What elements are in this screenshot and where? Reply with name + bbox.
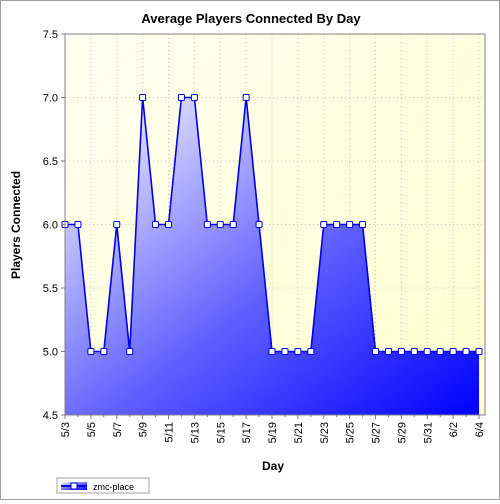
data-point <box>242 94 250 101</box>
marker-layer <box>61 94 483 355</box>
data-point <box>384 348 392 355</box>
data-point <box>203 221 211 228</box>
x-tick-label: 5/7 <box>112 422 124 437</box>
data-point <box>346 221 354 228</box>
data-point <box>397 348 405 355</box>
x-tick-label: 5/13 <box>189 422 201 443</box>
x-tick-label: 5/23 <box>319 422 331 443</box>
data-point <box>139 94 147 101</box>
data-point <box>449 348 457 355</box>
x-tick-label: 5/29 <box>396 422 408 443</box>
data-point <box>281 348 289 355</box>
x-tick-label: 6/4 <box>474 422 486 437</box>
x-tick-label: 5/17 <box>241 422 253 443</box>
data-point <box>216 221 224 228</box>
series-area <box>65 97 479 415</box>
data-point <box>190 94 198 101</box>
y-tick-label: 7.5 <box>43 29 58 41</box>
data-point <box>229 221 237 228</box>
y-tick-label: 6.5 <box>43 156 58 168</box>
legend: zmc-place <box>56 477 150 494</box>
data-point <box>255 221 263 228</box>
x-tick-label: 5/5 <box>86 422 98 437</box>
x-tick-label: 5/3 <box>60 422 72 437</box>
x-tick-label: 5/19 <box>267 422 279 443</box>
data-point <box>462 348 470 355</box>
data-point <box>100 348 108 355</box>
data-point <box>372 348 379 355</box>
data-point <box>436 348 444 355</box>
data-point <box>410 348 418 355</box>
data-point <box>165 221 172 228</box>
x-axis-ticks: 5/3 5/5 5/7 5/9 5/11 5/13 5/15 5/17 5/19 5/21 5/23… <box>60 415 486 443</box>
x-tick-label: 5/15 <box>215 422 227 443</box>
data-point <box>359 221 367 228</box>
data-point <box>475 348 483 355</box>
data-point <box>126 348 134 355</box>
legend-marker <box>70 482 78 490</box>
x-tick-label: 6/2 <box>448 422 460 437</box>
data-point <box>268 348 276 355</box>
y-tick-label: 6.0 <box>43 220 58 232</box>
data-point <box>74 221 82 228</box>
data-point <box>333 221 341 228</box>
y-axis-ticks: 4.5 5.0 5.5 6.0 6.5 7.0 7.5 <box>43 29 65 422</box>
x-tick-label: 5/27 <box>371 422 383 443</box>
x-tick-label: 5/25 <box>345 422 357 443</box>
y-axis-label: Players Connected <box>9 171 23 279</box>
x-tick-label: 5/31 <box>422 422 434 443</box>
x-tick-label: 5/11 <box>164 422 176 443</box>
y-tick-label: 7.0 <box>43 93 58 105</box>
data-point <box>307 348 315 355</box>
x-tick-label: 5/9 <box>138 422 150 437</box>
x-tick-label: 5/21 <box>293 422 305 443</box>
y-tick-label: 5.0 <box>43 347 58 359</box>
area-layer <box>65 97 479 415</box>
x-axis-label: Day <box>262 459 284 473</box>
data-point <box>294 348 302 355</box>
data-point <box>177 94 185 101</box>
data-point <box>320 221 328 228</box>
legend-label: zmc-place <box>93 482 134 492</box>
data-point <box>152 221 160 228</box>
y-tick-label: 4.5 <box>43 410 58 422</box>
data-point <box>87 348 95 355</box>
y-tick-label: 5.5 <box>43 283 58 295</box>
data-point <box>423 348 431 355</box>
chart-title: Average Players Connected By Day <box>141 11 361 26</box>
data-point <box>113 221 121 228</box>
